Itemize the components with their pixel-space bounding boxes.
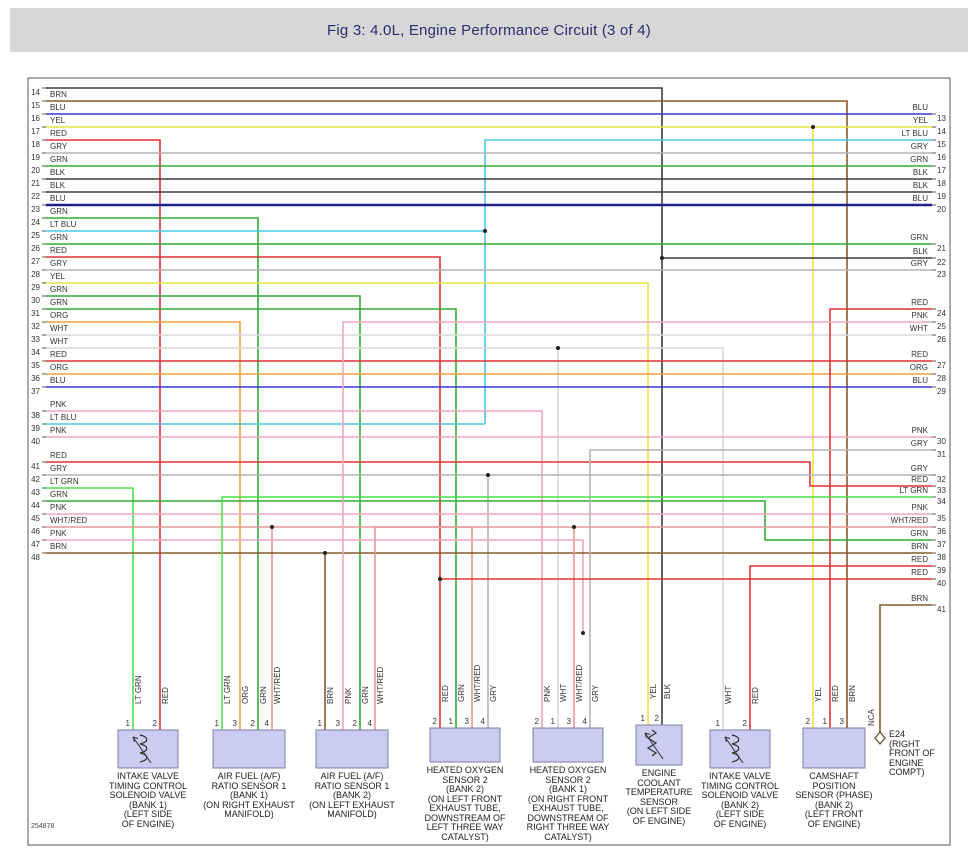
symbol-arrow [724,736,744,764]
symbol-arrowhead [644,732,651,739]
wire-yel [46,282,649,725]
junction-dot [572,525,576,529]
junction-dot [438,577,442,581]
symbol-arrow [644,732,664,760]
junction-dot [323,551,327,555]
wire-red [46,256,441,728]
wire-wht-red [374,526,932,730]
junction-dot [811,125,815,129]
component-box-engine-coolant-temp-sensor [635,724,683,766]
component-box-camshaft-position-sensor [802,727,866,769]
junction-dot [556,346,560,350]
component-box-intake-valve-timing-solenoid-bank2 [709,729,771,769]
wire-brn [46,100,848,728]
junction-dot [660,256,664,260]
wire-lt-grn [46,487,134,730]
wire-pnk [46,539,584,633]
junction-dot [483,229,487,233]
wire-brn [879,604,932,733]
wire-pnk [46,410,543,728]
wire-lt-grn [221,496,932,730]
figure-title-bar: Fig 3: 4.0L, Engine Performance Circuit … [10,8,968,52]
wire-lt-blu [484,139,932,424]
component-box-af-ratio-sensor1-bank1 [212,729,286,769]
resistor-symbol [646,729,658,757]
component-box-heated-o2-sensor2-bank1 [532,727,604,763]
diagram-id-number: 254878 [31,823,55,830]
wire-red [829,308,932,728]
wire-grn [46,308,457,728]
junction-dot [486,473,490,477]
wire-grn [46,217,259,730]
component-box-af-ratio-sensor1-bank2 [315,729,389,769]
junction-dot [270,525,274,529]
component-box-intake-valve-timing-solenoid-bank1 [117,729,179,769]
connector-diamond-e24-connector [874,731,886,745]
wire-blk [46,87,663,725]
figure-title: Fig 3: 4.0L, Engine Performance Circuit … [327,21,651,39]
wire-wht [46,347,724,730]
symbol-arrow [132,736,152,764]
symbol-arrowhead [724,736,731,743]
wire-pnk [342,321,932,730]
wire-red [749,565,932,730]
junction-dot [581,631,585,635]
wire-grn [46,295,361,730]
wire-org [46,321,241,730]
wire-red [46,461,932,487]
wire-grn [46,500,932,541]
symbol-arrowhead [132,736,139,743]
component-box-heated-o2-sensor2-bank2 [429,727,501,763]
wire-wht-red [46,526,473,728]
wire-gry [589,449,932,728]
diagram-border [27,77,951,846]
wire-red [46,139,161,730]
